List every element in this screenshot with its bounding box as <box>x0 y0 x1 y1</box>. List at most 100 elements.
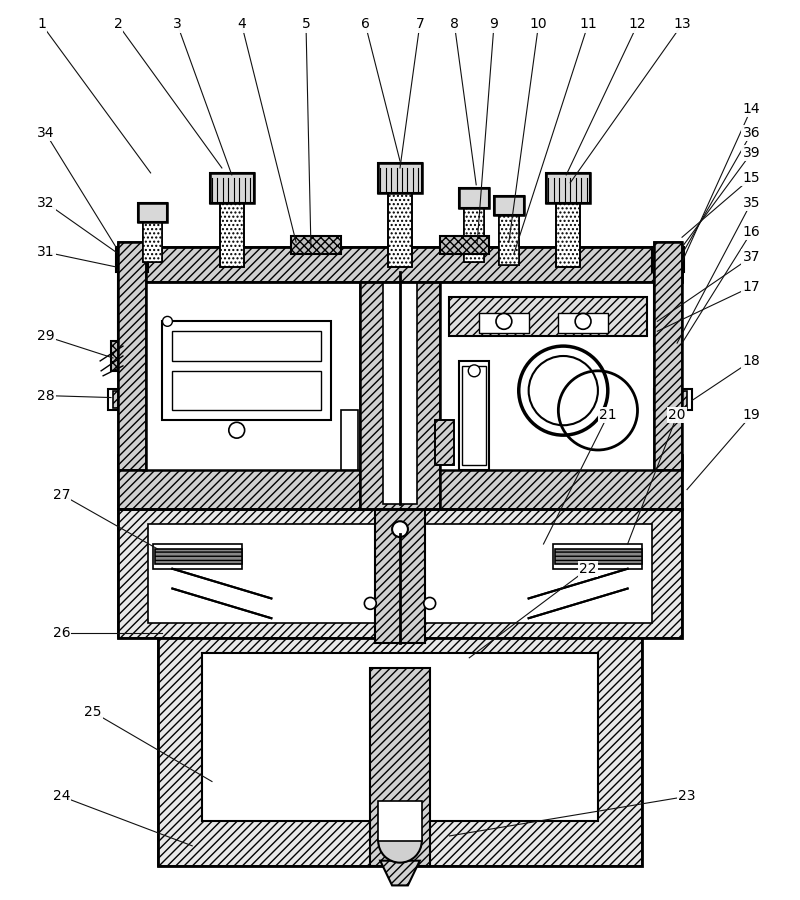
Bar <box>459 188 489 208</box>
Bar <box>494 195 524 215</box>
Text: 18: 18 <box>742 354 760 368</box>
Text: 4: 4 <box>238 17 246 32</box>
Bar <box>341 410 358 470</box>
Polygon shape <box>380 860 420 886</box>
Bar <box>172 371 321 410</box>
Bar <box>116 248 148 272</box>
Bar <box>138 202 167 222</box>
Bar <box>459 361 489 470</box>
Bar <box>108 389 146 410</box>
Circle shape <box>575 313 591 329</box>
Bar <box>375 504 425 643</box>
Bar <box>494 195 524 215</box>
Bar <box>111 341 141 371</box>
Bar <box>118 248 682 282</box>
Bar <box>370 668 430 866</box>
Text: 31: 31 <box>37 245 54 259</box>
Bar <box>158 628 642 866</box>
Bar <box>361 267 439 509</box>
Bar <box>162 321 330 420</box>
Bar <box>118 509 682 638</box>
Bar <box>370 668 430 866</box>
Text: 17: 17 <box>742 280 760 293</box>
Bar <box>361 267 439 509</box>
Bar <box>439 236 489 254</box>
Text: 23: 23 <box>678 789 696 804</box>
Bar <box>378 163 422 193</box>
Text: 5: 5 <box>302 17 310 32</box>
Bar <box>291 236 341 254</box>
Text: 6: 6 <box>361 17 370 32</box>
Text: 1: 1 <box>38 17 46 32</box>
Text: 36: 36 <box>742 126 760 140</box>
Bar <box>148 524 652 623</box>
Bar <box>546 173 590 202</box>
Bar <box>220 202 244 267</box>
Text: 15: 15 <box>742 171 760 184</box>
Bar <box>111 341 141 371</box>
Bar <box>172 331 321 361</box>
Bar <box>116 248 148 272</box>
Text: 37: 37 <box>742 250 760 264</box>
Text: 26: 26 <box>53 626 70 640</box>
Bar <box>434 420 454 464</box>
Bar <box>378 163 422 193</box>
Text: 12: 12 <box>629 17 646 32</box>
Bar <box>556 202 580 267</box>
Text: 24: 24 <box>53 789 70 804</box>
Bar <box>499 215 518 265</box>
Bar <box>430 277 662 470</box>
Bar <box>142 222 162 262</box>
Text: 2: 2 <box>114 17 122 32</box>
Bar <box>479 313 529 333</box>
Bar <box>499 215 518 265</box>
Bar <box>378 801 422 841</box>
Bar <box>464 208 484 262</box>
Bar <box>375 504 425 643</box>
Bar <box>113 391 141 409</box>
Circle shape <box>162 317 172 327</box>
Bar <box>450 297 647 337</box>
Text: 35: 35 <box>742 195 760 210</box>
Text: 21: 21 <box>599 409 617 422</box>
Bar <box>158 628 642 866</box>
Bar <box>388 193 412 267</box>
Bar <box>556 202 580 267</box>
Text: 19: 19 <box>742 409 760 422</box>
Bar <box>210 173 254 202</box>
Bar <box>464 208 484 262</box>
Bar <box>118 509 682 638</box>
Bar <box>654 389 692 410</box>
Bar <box>142 277 370 470</box>
Text: 34: 34 <box>37 126 54 140</box>
Bar <box>138 202 167 222</box>
Bar <box>459 188 489 208</box>
Bar <box>654 248 682 346</box>
Text: 27: 27 <box>53 488 70 501</box>
Circle shape <box>468 364 480 377</box>
Bar <box>154 549 242 563</box>
Bar <box>555 549 642 563</box>
Bar <box>118 454 682 509</box>
Text: 28: 28 <box>37 389 54 402</box>
Bar <box>434 420 454 464</box>
Circle shape <box>229 422 245 438</box>
Text: 20: 20 <box>668 409 686 422</box>
Bar <box>554 544 642 569</box>
Text: 29: 29 <box>37 329 54 343</box>
Bar <box>654 242 682 470</box>
Bar <box>118 248 146 346</box>
Text: 9: 9 <box>490 17 498 32</box>
Text: 32: 32 <box>37 195 54 210</box>
Bar <box>210 173 254 202</box>
Bar <box>450 297 647 337</box>
Bar <box>202 652 598 821</box>
Circle shape <box>392 521 408 537</box>
Bar <box>142 222 162 262</box>
Text: 8: 8 <box>450 17 459 32</box>
Bar <box>652 248 684 272</box>
Bar <box>462 366 486 464</box>
Circle shape <box>424 598 436 609</box>
Bar <box>118 248 146 346</box>
Bar <box>118 454 682 509</box>
